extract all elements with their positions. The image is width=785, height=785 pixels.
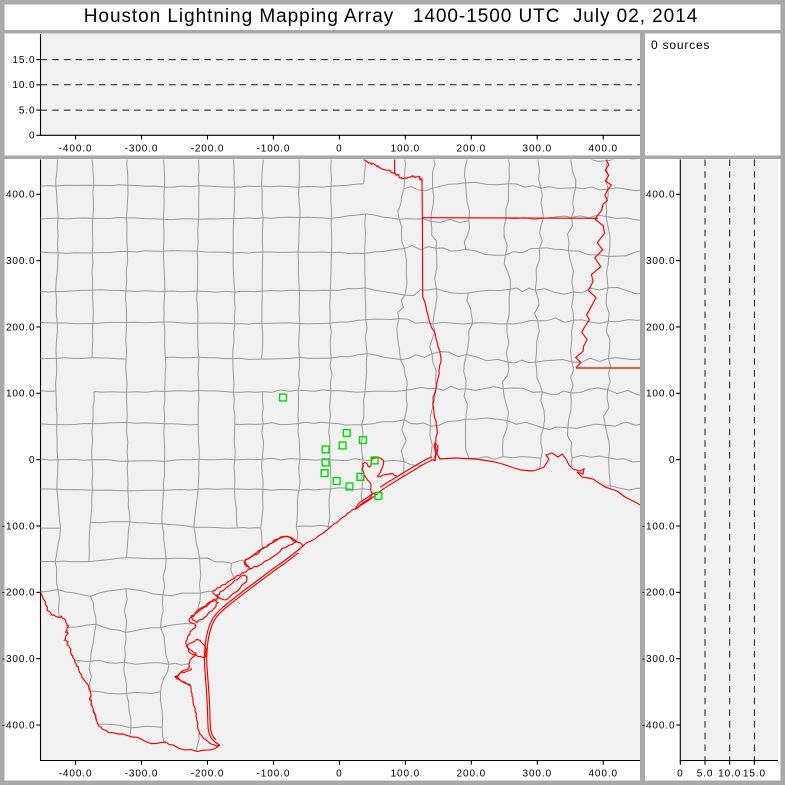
svg-text:-300.0: -300.0 <box>125 769 159 780</box>
svg-text:-200.0: -200.0 <box>2 588 36 599</box>
svg-text:200.0: 200.0 <box>457 769 487 780</box>
svg-text:100.0: 100.0 <box>391 769 421 780</box>
svg-text:-100.0: -100.0 <box>257 769 291 780</box>
svg-text:400.0: 400.0 <box>588 769 618 780</box>
svg-text:400.0: 400.0 <box>646 190 676 201</box>
svg-text:300.0: 300.0 <box>6 256 36 267</box>
svg-text:5.0: 5.0 <box>19 106 36 117</box>
svg-text:200.0: 200.0 <box>646 322 676 333</box>
svg-text:-200.0: -200.0 <box>642 588 676 599</box>
svg-text:-300.0: -300.0 <box>2 654 36 665</box>
svg-text:-400.0: -400.0 <box>59 144 93 155</box>
svg-text:5.0: 5.0 <box>697 769 714 780</box>
svg-text:100.0: 100.0 <box>646 389 676 400</box>
svg-text:0 sources: 0 sources <box>651 38 710 52</box>
svg-text:300.0: 300.0 <box>523 144 553 155</box>
svg-text:0: 0 <box>336 144 342 155</box>
svg-text:15.0: 15.0 <box>12 55 35 66</box>
svg-text:-300.0: -300.0 <box>125 144 159 155</box>
svg-text:0: 0 <box>669 455 675 466</box>
svg-text:0: 0 <box>29 455 35 466</box>
svg-text:-200.0: -200.0 <box>191 769 225 780</box>
svg-text:10.0: 10.0 <box>718 769 741 780</box>
svg-text:300.0: 300.0 <box>523 769 553 780</box>
svg-text:-300.0: -300.0 <box>642 654 676 665</box>
svg-text:400.0: 400.0 <box>588 144 618 155</box>
svg-text:100.0: 100.0 <box>6 389 36 400</box>
svg-text:200.0: 200.0 <box>6 322 36 333</box>
svg-text:-100.0: -100.0 <box>257 144 291 155</box>
svg-text:-200.0: -200.0 <box>191 144 225 155</box>
svg-text:0: 0 <box>336 769 342 780</box>
svg-text:0: 0 <box>677 769 683 780</box>
svg-text:-400.0: -400.0 <box>642 720 676 731</box>
svg-text:Houston Lightning Mapping Arra: Houston Lightning Mapping Array 1400-150… <box>84 6 698 27</box>
svg-text:-100.0: -100.0 <box>2 521 36 532</box>
svg-text:400.0: 400.0 <box>6 190 36 201</box>
svg-text:15.0: 15.0 <box>743 769 766 780</box>
svg-text:10.0: 10.0 <box>12 80 35 91</box>
svg-text:-400.0: -400.0 <box>2 720 36 731</box>
svg-text:300.0: 300.0 <box>646 256 676 267</box>
svg-text:-400.0: -400.0 <box>59 769 93 780</box>
svg-text:100.0: 100.0 <box>391 144 421 155</box>
svg-text:0: 0 <box>29 131 35 142</box>
svg-text:200.0: 200.0 <box>457 144 487 155</box>
svg-text:-100.0: -100.0 <box>642 521 676 532</box>
